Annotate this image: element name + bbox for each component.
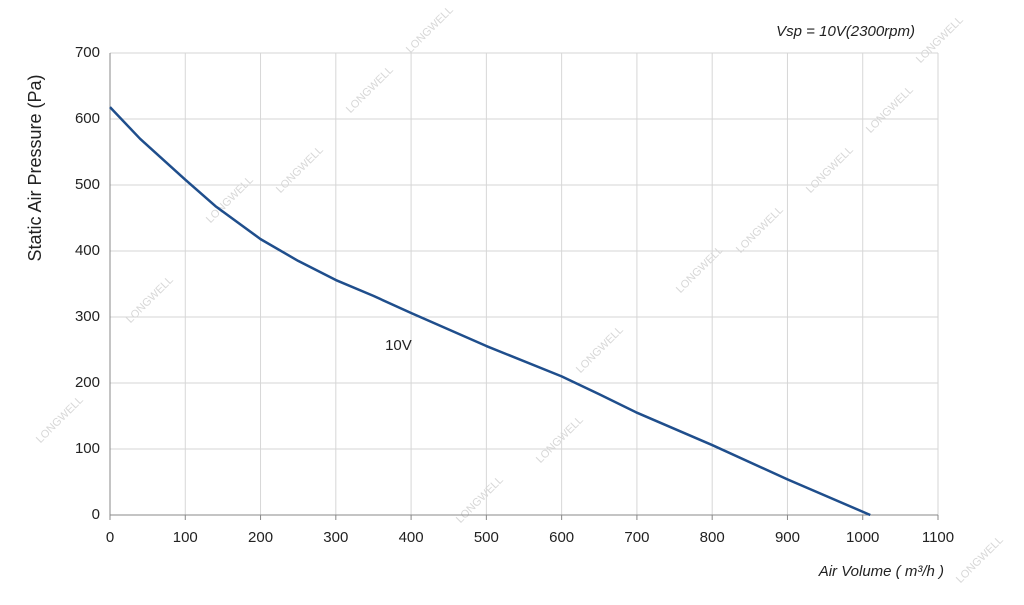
y-tick-label: 200	[75, 374, 100, 391]
x-tick-label: 600	[549, 529, 574, 546]
watermark: LONGWELL	[124, 274, 176, 326]
x-tick-label: 700	[624, 529, 649, 546]
y-tick-label: 0	[92, 506, 100, 523]
watermark: LONGWELL	[734, 204, 786, 256]
x-tick-label: 500	[474, 529, 499, 546]
series-label: 10V	[385, 337, 412, 354]
y-tick-label: 300	[75, 308, 100, 325]
line-series	[109, 106, 871, 517]
x-tick-label: 300	[323, 529, 348, 546]
watermark: LONGWELL	[574, 324, 626, 376]
x-tick-label: 400	[399, 529, 424, 546]
x-tick-label: 0	[106, 529, 114, 546]
watermark: LONGWELL	[454, 474, 506, 526]
watermark: LONGWELL	[674, 244, 726, 296]
watermark: LONGWELL	[954, 534, 1006, 586]
watermark: LONGWELL	[274, 144, 326, 196]
y-tick-label: 600	[75, 110, 100, 127]
x-tick-label: 1000	[846, 529, 879, 546]
y-tick-label: 400	[75, 242, 100, 259]
watermark: LONGWELL	[864, 84, 916, 136]
watermark: LONGWELL	[344, 64, 396, 116]
x-tick-label: 800	[700, 529, 725, 546]
watermark: LONGWELL	[914, 14, 966, 66]
watermark: LONGWELL	[404, 4, 456, 56]
x-tick-label: 900	[775, 529, 800, 546]
y-axis-label: Static Air Pressure (Pa)	[25, 74, 45, 261]
x-tick-label: 1100	[922, 529, 954, 546]
x-axis-label: Air Volume ( m³/h )	[818, 563, 944, 580]
annotation: Vsp = 10V(2300rpm)	[776, 23, 915, 40]
y-tick-label: 100	[75, 440, 100, 457]
x-tick-label: 200	[248, 529, 273, 546]
watermark: LONGWELL	[804, 144, 856, 196]
watermark: LONGWELL	[34, 394, 86, 446]
y-tick-label: 700	[75, 44, 100, 61]
x-tick-label: 100	[173, 529, 198, 546]
y-tick-label: 500	[75, 176, 100, 193]
watermark: LONGWELL	[534, 414, 586, 466]
